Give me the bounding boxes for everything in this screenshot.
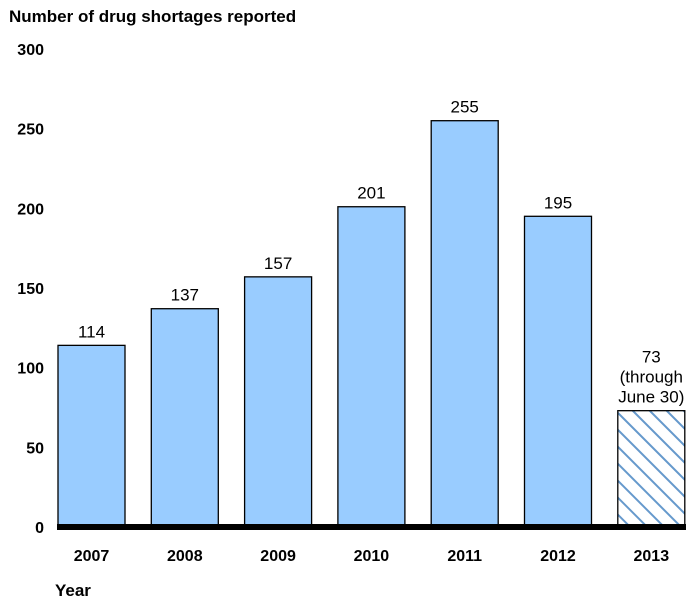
bar-2013 <box>617 410 686 528</box>
y-tick-label: 250 <box>17 122 44 139</box>
data-annotation-2013: (through <box>620 368 683 387</box>
x-axis-baseline <box>57 524 686 530</box>
data-label-2013: 73 <box>642 348 661 367</box>
bar-2008 <box>150 308 219 528</box>
data-label-2010: 201 <box>357 184 385 203</box>
x-tick-label-2007: 2007 <box>74 548 110 565</box>
y-tick-label: 200 <box>17 201 44 218</box>
data-annotation-2013: June 30) <box>618 388 684 407</box>
data-label-2008: 137 <box>171 286 199 305</box>
y-tick-label: 0 <box>35 520 44 537</box>
data-label-2011: 255 <box>451 98 479 117</box>
y-axis-title: Number of drug shortages reported <box>9 7 296 26</box>
bar-2009 <box>243 276 313 528</box>
x-tick-label-2012: 2012 <box>540 548 576 565</box>
y-tick-label: 100 <box>17 361 44 378</box>
y-tick-label: 50 <box>26 440 44 457</box>
x-tick-label-2008: 2008 <box>167 548 203 565</box>
y-tick-label: 150 <box>17 281 44 298</box>
bar-2012 <box>523 215 593 528</box>
x-tick-label-2013: 2013 <box>634 548 670 565</box>
data-label-2012: 195 <box>544 193 572 212</box>
x-axis-title: Year <box>55 581 91 599</box>
data-label-2007: 114 <box>78 322 105 341</box>
bar-2007 <box>57 344 126 528</box>
bar-2010 <box>337 206 406 528</box>
x-tick-labels: 2007 2008 2009 2010 2011 2012 2013 <box>74 548 669 565</box>
bar-2011 <box>430 120 499 528</box>
bars <box>57 120 686 528</box>
x-tick-label-2010: 2010 <box>354 548 390 565</box>
x-tick-label-2009: 2009 <box>260 548 296 565</box>
x-tick-label-2011: 2011 <box>447 548 482 565</box>
data-label-2009: 157 <box>264 254 292 273</box>
y-tick-label: 300 <box>17 42 44 59</box>
y-tick-labels: 0 50 100 150 200 250 300 <box>17 42 44 537</box>
